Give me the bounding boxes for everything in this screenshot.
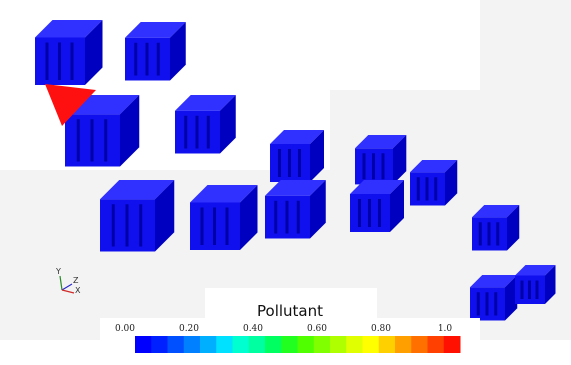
colorbar-segment [444, 336, 461, 353]
colorbar-segment [184, 336, 201, 353]
background-panel [330, 0, 480, 90]
building-stripe [378, 199, 381, 227]
building [35, 20, 103, 85]
colorbar-segment [379, 336, 396, 353]
building-stripe [479, 222, 482, 245]
building-stripe [226, 208, 229, 246]
colorbar-segment [411, 336, 428, 353]
building-stripe [496, 222, 499, 245]
building [350, 180, 404, 232]
axis-label: Z [73, 276, 79, 285]
building-stripe [368, 199, 371, 227]
colorbar-segment [395, 336, 412, 353]
building-stripe [477, 292, 480, 315]
colorbar-tick-label: 0.40 [243, 324, 263, 334]
building-stripe [157, 43, 160, 76]
axis-y [60, 276, 62, 290]
building-stripe [417, 177, 420, 200]
building-stripe [104, 119, 107, 161]
building-stripe [146, 43, 149, 76]
colorbar-tick-label: 0.20 [179, 324, 199, 334]
colorbar-segment [168, 336, 185, 353]
building-stripe [494, 292, 497, 315]
building [270, 130, 324, 182]
building-stripe [126, 204, 129, 246]
colorbar-segment [281, 336, 298, 353]
building-stripe [58, 43, 61, 81]
colorbar-segment [428, 336, 445, 353]
building-stripe [521, 281, 524, 300]
building-stripe [274, 201, 277, 234]
colorbar-tick-label: 1.0 [438, 324, 453, 334]
colorbar-segment [216, 336, 233, 353]
building-stripe [426, 177, 429, 200]
building-stripe [201, 208, 204, 246]
building-stripe [382, 153, 385, 179]
colorbar-segment [151, 336, 168, 353]
building-stripe [213, 208, 216, 246]
colorbar-tick-label: 0.00 [115, 324, 135, 334]
colorbar-segment [200, 336, 217, 353]
building [125, 22, 186, 81]
building-stripe [91, 119, 94, 161]
axis-label: Y [55, 267, 61, 276]
colorbar-segment [363, 336, 380, 353]
building-stripe [488, 222, 491, 245]
building-stripe [297, 201, 300, 234]
colorbar-segment [265, 336, 282, 353]
colorbar-segment [346, 336, 363, 353]
building-stripe [528, 281, 531, 300]
building-stripe [112, 204, 115, 246]
building-stripe [486, 292, 489, 315]
building-stripe [372, 153, 375, 179]
building-stripe [46, 43, 49, 81]
building [355, 135, 406, 184]
building-stripe [286, 201, 289, 234]
colorbar-segment [298, 336, 315, 353]
building-stripe [196, 116, 199, 149]
axes-triad: Y Z X [55, 267, 81, 295]
building-stripe [184, 116, 187, 149]
building [190, 185, 258, 250]
colorbar [135, 336, 461, 353]
building [470, 275, 517, 321]
axis-label: X [75, 286, 81, 295]
colorbar-segment [249, 336, 266, 353]
building [175, 95, 236, 154]
colorbar-tick-label: 0.80 [371, 324, 391, 334]
building-stripe [288, 149, 291, 177]
building-stripe [536, 281, 539, 300]
building-stripe [139, 204, 142, 246]
building [472, 205, 519, 251]
colorbar-tick-label: 0.60 [307, 324, 327, 334]
colorbar-segment [135, 336, 152, 353]
building-stripe [298, 149, 301, 177]
building [515, 265, 556, 304]
building-stripe [363, 153, 366, 179]
axis-z [62, 284, 72, 290]
building [410, 160, 457, 206]
colorbar-title: Pollutant [257, 302, 323, 320]
building-stripe [71, 43, 74, 81]
building [265, 180, 326, 239]
building-stripe [134, 43, 137, 76]
building [100, 180, 174, 252]
scene: Y Z X Pollutant 0.00 0.20 0.40 0.60 0.80 1.0 [0, 0, 571, 365]
colorbar-segment [233, 336, 250, 353]
building-stripe [278, 149, 281, 177]
viewport: Y Z X Pollutant 0.00 0.20 0.40 0.60 0.80 1.0 [0, 0, 571, 365]
building-stripe [207, 116, 210, 149]
building-stripe [358, 199, 361, 227]
colorbar-segment [314, 336, 331, 353]
building-stripe [77, 119, 80, 161]
colorbar-segment [330, 336, 347, 353]
axis-x [62, 290, 74, 293]
building-stripe [434, 177, 437, 200]
